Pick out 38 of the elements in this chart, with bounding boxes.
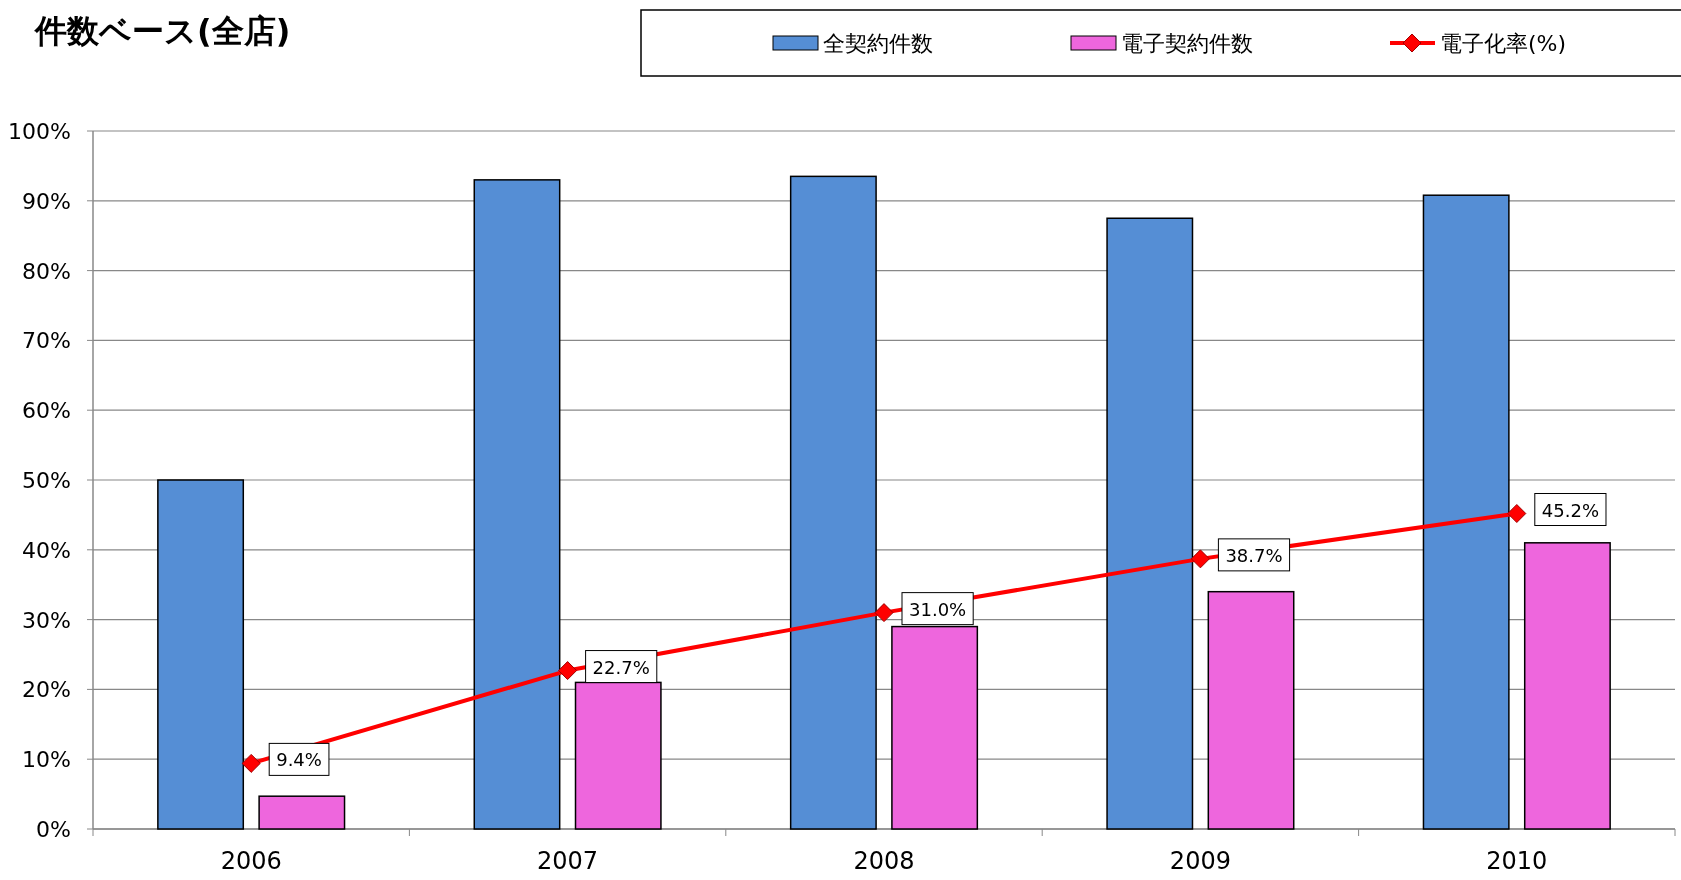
data-label: 38.7% <box>1225 544 1283 566</box>
bar <box>1523 542 1611 830</box>
x-tick-label: 2006 <box>220 847 282 875</box>
y-tick-label: 0% <box>36 817 71 842</box>
bar <box>157 479 245 830</box>
chart-title: 件数ベース(全店) <box>34 12 291 50</box>
legend-label: 電子化率(%) <box>1440 31 1567 56</box>
y-tick-label: 90% <box>22 188 71 214</box>
y-tick-label: 30% <box>22 607 71 633</box>
y-tick-label: 20% <box>22 677 71 703</box>
x-tick-label: 2008 <box>853 847 915 875</box>
y-tick-label: 80% <box>22 258 71 284</box>
y-tick-label: 70% <box>22 328 71 354</box>
data-label: 45.2% <box>1541 499 1599 521</box>
data-label: 31.0% <box>909 598 967 620</box>
bar <box>258 795 346 830</box>
x-tick-label: 2007 <box>537 847 599 875</box>
bar <box>1207 590 1295 830</box>
point <box>1190 549 1210 569</box>
x-tick-label: 2009 <box>1169 847 1231 875</box>
x-tick-label: 2010 <box>1486 847 1548 875</box>
y-tick-label: 100% <box>8 119 71 144</box>
bar <box>473 179 561 830</box>
data-label: 9.4% <box>276 749 322 771</box>
y-tick-label: 60% <box>22 398 71 424</box>
point <box>1507 504 1527 523</box>
y-tick-label: 50% <box>22 468 71 493</box>
bar <box>1106 217 1194 830</box>
data-label: 22.7% <box>592 656 650 678</box>
point <box>874 603 894 623</box>
point <box>558 661 578 681</box>
y-tick-label: 40% <box>22 537 71 563</box>
legend-label: 電子契約件数 <box>1121 31 1253 56</box>
legend-label: 全契約件数 <box>823 31 933 56</box>
bar <box>789 175 877 830</box>
point <box>241 753 261 773</box>
y-tick-label: 10% <box>22 747 71 773</box>
bar <box>1422 194 1510 830</box>
